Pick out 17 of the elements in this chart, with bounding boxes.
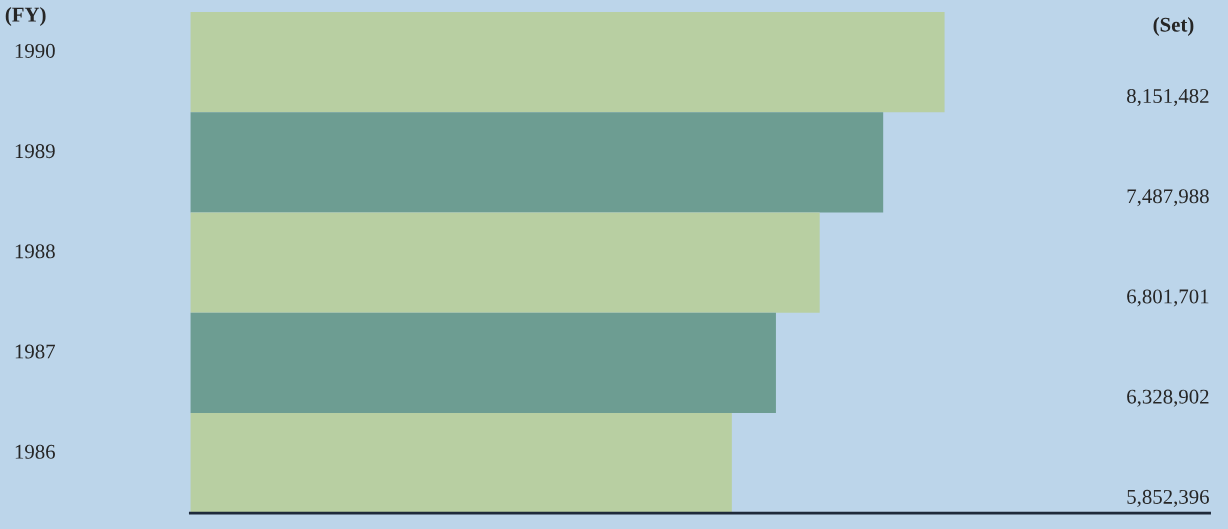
y-tick-label: 1987 xyxy=(15,344,56,359)
data-label: 5,852,396 xyxy=(1127,489,1209,507)
bar xyxy=(190,112,884,213)
bar xyxy=(190,312,776,413)
bar xyxy=(190,412,732,514)
y-tick-label: 1986 xyxy=(15,444,55,459)
data-label: 7,487,988 xyxy=(1127,189,1209,207)
bar xyxy=(190,212,820,313)
data-label: 8,151,482 xyxy=(1127,88,1209,106)
bar xyxy=(190,12,945,113)
y-tick-label: 1988 xyxy=(15,244,55,259)
data-label: 6,801,701 xyxy=(1127,289,1209,307)
y-axis-title: (FY) xyxy=(5,7,46,26)
text: (Set) xyxy=(1153,17,1194,36)
data-label: 6,328,902 xyxy=(1127,389,1209,407)
y-tick-label: 1990 xyxy=(15,43,55,58)
y-tick-label: 1989 xyxy=(15,144,55,159)
